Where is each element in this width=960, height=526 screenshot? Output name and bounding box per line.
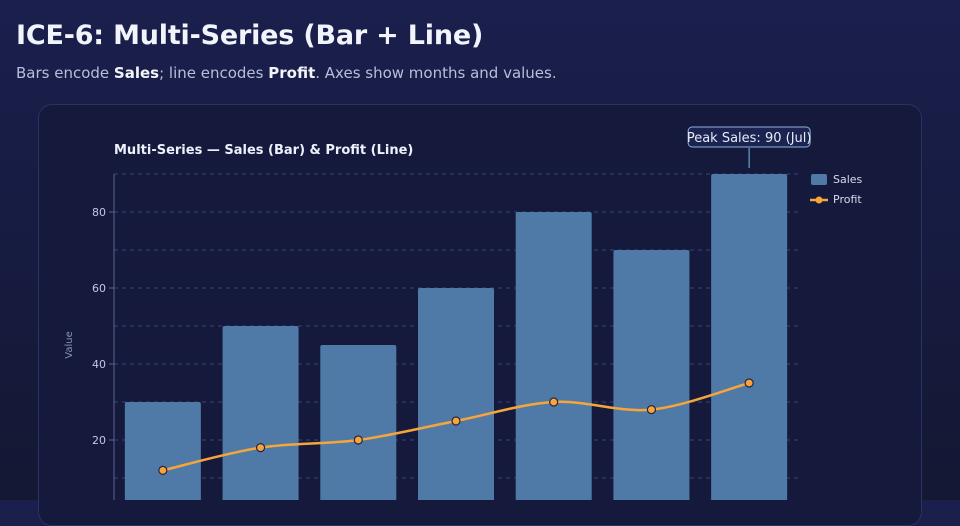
chart-title: Multi-Series — Sales (Bar) & Profit (Lin… xyxy=(114,143,413,158)
y-ticks: 20 40 60 80 xyxy=(92,206,114,447)
subtitle-text: Bars encode xyxy=(16,64,114,82)
subtitle-sales-word: Sales xyxy=(113,64,160,82)
bar-mar xyxy=(320,345,397,500)
legend-profit-label: Profit xyxy=(833,193,862,206)
annotation-box xyxy=(687,126,811,148)
profit-point-jun xyxy=(646,405,657,415)
profit-point-feb xyxy=(255,443,266,453)
bar-jan xyxy=(124,402,201,500)
bar-may xyxy=(515,212,592,500)
subtitle-text: ; line encodes xyxy=(159,64,269,82)
legend-profit-marker xyxy=(815,196,823,204)
y-tick-label: 60 xyxy=(92,282,106,295)
profit-point-may xyxy=(549,397,559,407)
profit-point-apr xyxy=(451,416,461,426)
page-title: ICE-6: Multi-Series (Bar + Line) xyxy=(16,20,484,51)
profit-point-jan xyxy=(158,465,168,475)
subtitle-profit-word: Profit xyxy=(268,64,316,82)
chart: Multi-Series — Sales (Bar) & Profit (Lin… xyxy=(64,126,863,500)
sales-bars xyxy=(124,174,788,500)
annotation-text: Peak Sales: 90 (Jul) xyxy=(687,131,812,146)
peak-annotation: Peak Sales: 90 (Jul) xyxy=(687,126,812,168)
bar-jul xyxy=(711,174,788,500)
y-tick-label: 40 xyxy=(92,358,106,371)
y-tick-label: 80 xyxy=(92,206,106,219)
bar-jun xyxy=(613,250,690,500)
bar-feb xyxy=(222,326,299,500)
subtitle-text: . Axes show months and values. xyxy=(315,64,557,82)
legend: Sales Profit xyxy=(810,173,863,206)
y-tick-label: 20 xyxy=(92,434,106,447)
legend-sales-swatch xyxy=(811,174,827,185)
page-subtitle: Bars encode Sales; line encodes Profit. … xyxy=(16,64,557,82)
bar-apr xyxy=(418,288,494,500)
profit-point-jul xyxy=(744,378,754,388)
profit-line xyxy=(158,378,754,475)
y-axis-label: Value xyxy=(64,331,75,358)
legend-sales-label: Sales xyxy=(833,173,863,186)
profit-point-mar xyxy=(353,435,363,445)
